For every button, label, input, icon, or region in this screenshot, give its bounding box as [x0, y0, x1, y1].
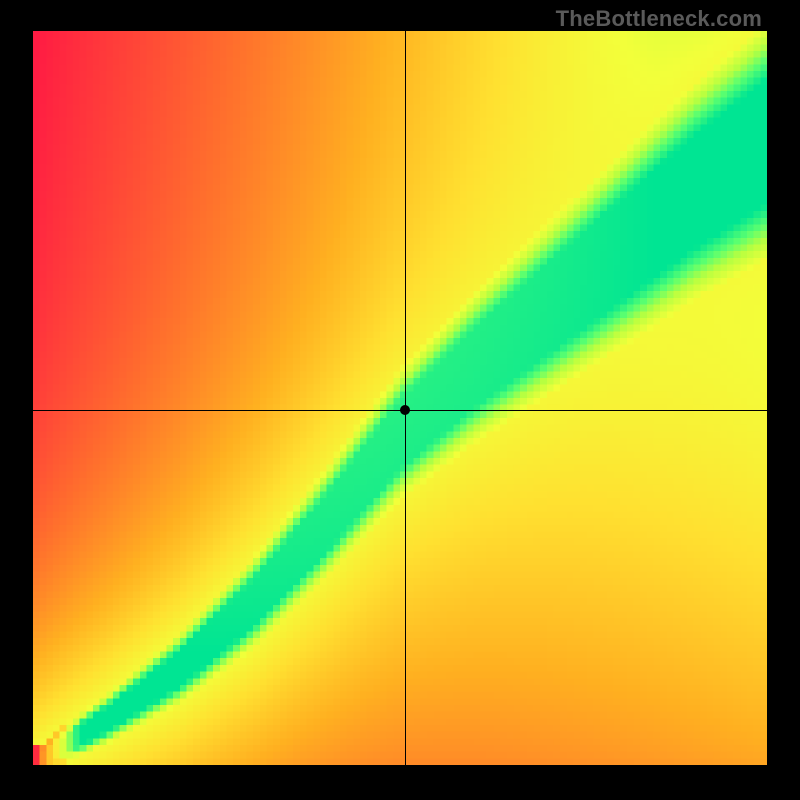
crosshair-vertical	[405, 31, 406, 765]
heatmap-plot	[33, 31, 767, 765]
crosshair-marker	[400, 405, 410, 415]
watermark-text: TheBottleneck.com	[556, 6, 762, 32]
heatmap-canvas	[33, 31, 767, 765]
